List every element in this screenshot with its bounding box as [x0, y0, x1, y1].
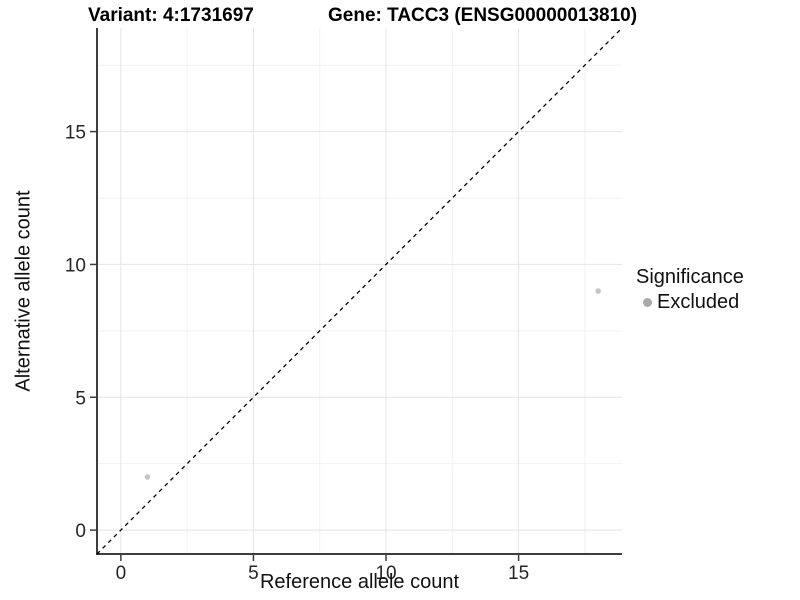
legend-item-label: Excluded	[657, 291, 740, 313]
x-tick-label: 0	[116, 563, 127, 584]
y-tick-label: 15	[65, 123, 86, 144]
y-tick-label: 5	[75, 388, 86, 409]
x-tick-label: 10	[375, 563, 396, 584]
legend-item-excluded: Excluded	[636, 291, 744, 314]
x-tick-label: 5	[248, 563, 259, 584]
y-axis-title: Alternative allele count	[12, 190, 35, 392]
variant-title: Variant: 4:1731697	[88, 5, 254, 26]
identity-line	[96, 27, 623, 555]
data-point	[595, 288, 601, 294]
excluded-point-icon	[643, 298, 652, 307]
y-tick-label: 0	[75, 521, 86, 542]
gene-title: Gene: TACC3 (ENSG00000013810)	[328, 5, 638, 26]
x-tick-label: 15	[508, 563, 529, 584]
legend-title: Significance	[636, 266, 744, 288]
data-point	[144, 474, 151, 480]
y-tick-label: 10	[65, 255, 86, 276]
x-axis-title: Reference allele count	[259, 571, 459, 593]
legend: Significance Excluded	[636, 266, 744, 314]
